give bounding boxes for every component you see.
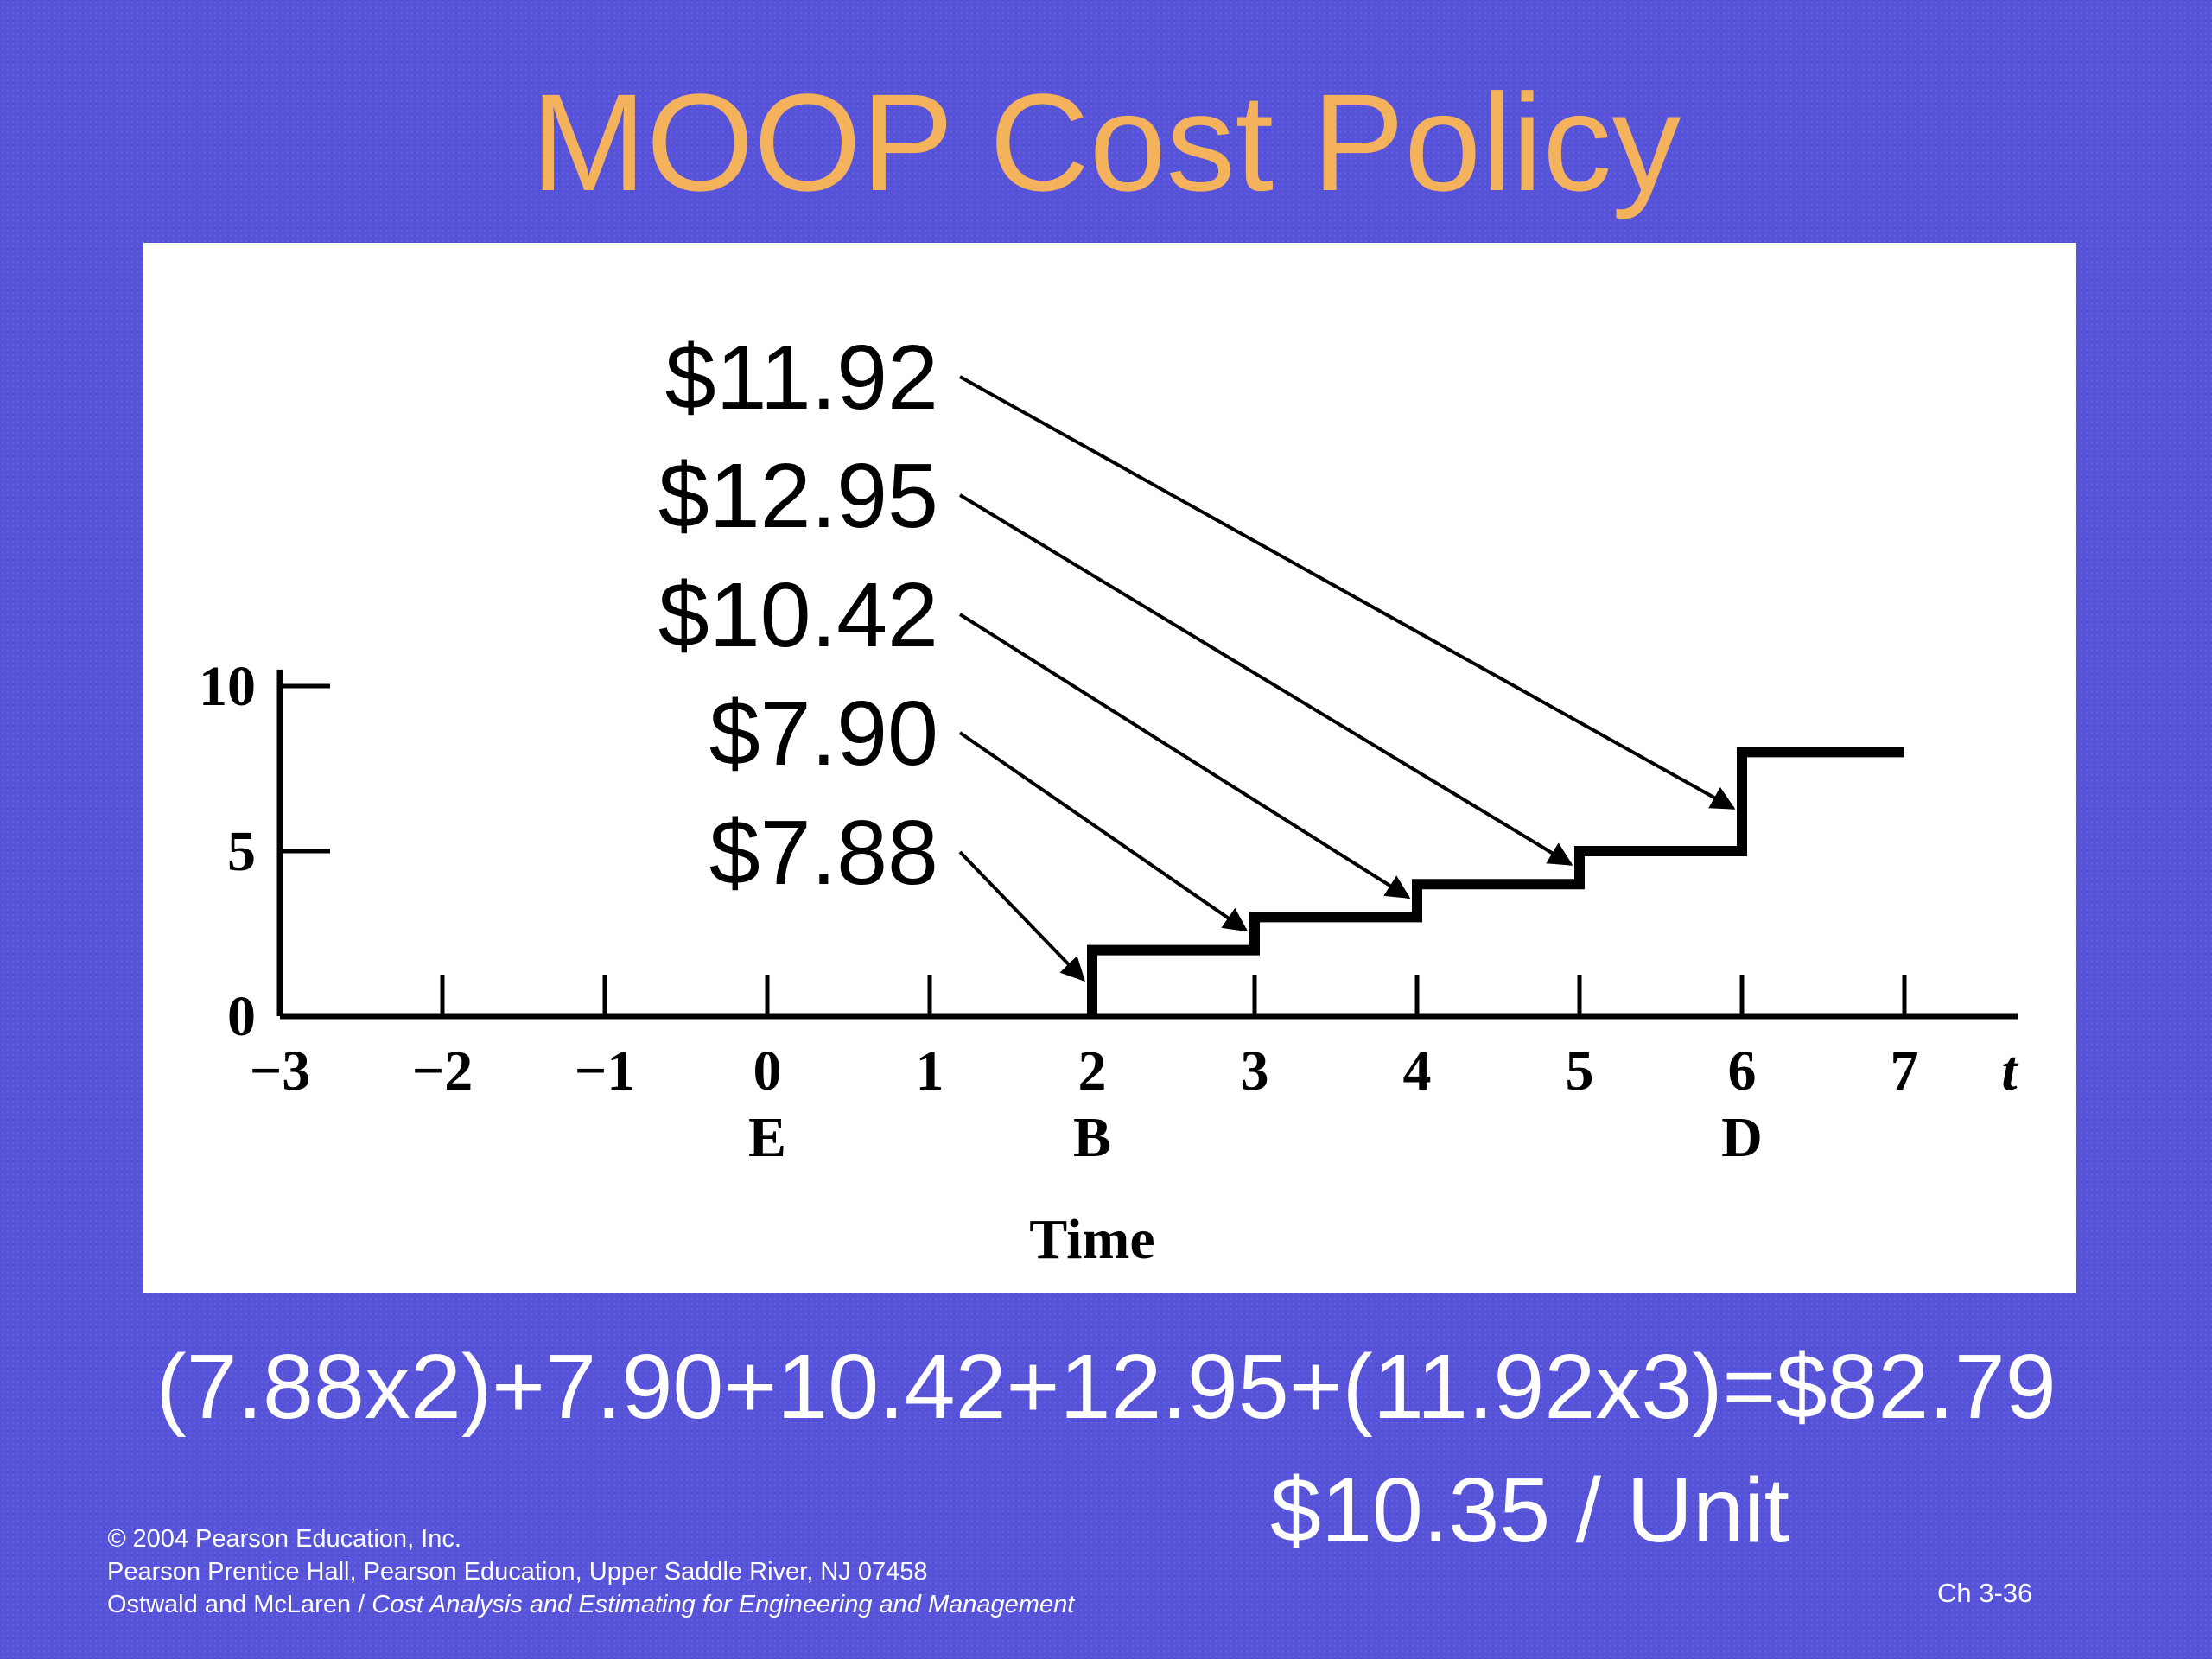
x-tick-label: 0 <box>753 1039 782 1103</box>
x-axis-title: Time <box>1029 1208 1154 1271</box>
x-tick-label: 3 <box>1241 1039 1269 1103</box>
cost-label: $7.88 <box>709 802 938 904</box>
copyright-symbol: © <box>107 1525 126 1553</box>
x-tick-label: 7 <box>1891 1039 1919 1103</box>
x-tick-label: 4 <box>1403 1039 1432 1103</box>
footer: © 2004 Pearson Education, Inc. Pearson P… <box>107 1522 1074 1621</box>
chart-svg: −3 −2 −1 0 1 2 3 4 5 6 7 t 0 5 10 E B D Time $11.92 $12.95 $1… <box>199 327 2018 1271</box>
step-chart: −3 −2 −1 0 1 2 3 4 5 6 7 t 0 5 10 E B D Time $11.92 $12.95 $1… <box>143 243 2076 1293</box>
x-tick-label: 5 <box>1566 1039 1594 1103</box>
cost-label: $7.90 <box>709 683 938 785</box>
step-series-line <box>1087 747 1904 1016</box>
y-tick-label: 0 <box>227 985 256 1048</box>
x-tick-label: 1 <box>916 1039 944 1103</box>
cost-label: $10.42 <box>658 564 938 666</box>
publisher-line: Pearson Prentice Hall, Pearson Education… <box>107 1558 928 1586</box>
cost-arrow <box>958 493 1573 866</box>
cost-arrow <box>958 850 1085 982</box>
slide-number: Ch 3-36 <box>1937 1578 2033 1608</box>
cost-label: $12.95 <box>658 445 938 547</box>
x-tick-label: −1 <box>575 1039 636 1103</box>
x-tick-label: −3 <box>250 1039 311 1103</box>
cost-arrow <box>959 375 1736 810</box>
point-label: B <box>1073 1106 1111 1169</box>
x-tick-label: −2 <box>412 1039 474 1103</box>
cost-label: $11.92 <box>665 327 938 429</box>
cost-arrow <box>958 731 1249 932</box>
per-unit-cost: $10.35 / Unit <box>1270 1459 1790 1561</box>
cost-equation: (7.88x2)+7.90+10.42+12.95+(11.92x3)=$82.… <box>156 1336 2056 1438</box>
authors-line: Ostwald and McLaren / Cost Analysis and … <box>107 1588 1074 1621</box>
point-label: D <box>1721 1106 1763 1169</box>
book-title: Cost Analysis and Estimating for Enginee… <box>372 1591 1075 1618</box>
point-label: E <box>748 1106 786 1169</box>
copyright-text: 2004 Pearson Education, Inc. <box>132 1525 461 1553</box>
x-axis-symbol: t <box>2001 1039 2018 1103</box>
slide-title: MOOP Cost Policy <box>531 65 1681 219</box>
x-tick-label: 6 <box>1728 1039 1757 1103</box>
y-tick-label: 10 <box>199 655 256 718</box>
copyright-line: © 2004 Pearson Education, Inc. <box>107 1522 1074 1555</box>
authors: Ostwald and McLaren / <box>107 1591 372 1618</box>
x-tick-label: 2 <box>1078 1039 1107 1103</box>
y-tick-label: 5 <box>227 820 256 883</box>
cost-arrow <box>958 613 1411 899</box>
